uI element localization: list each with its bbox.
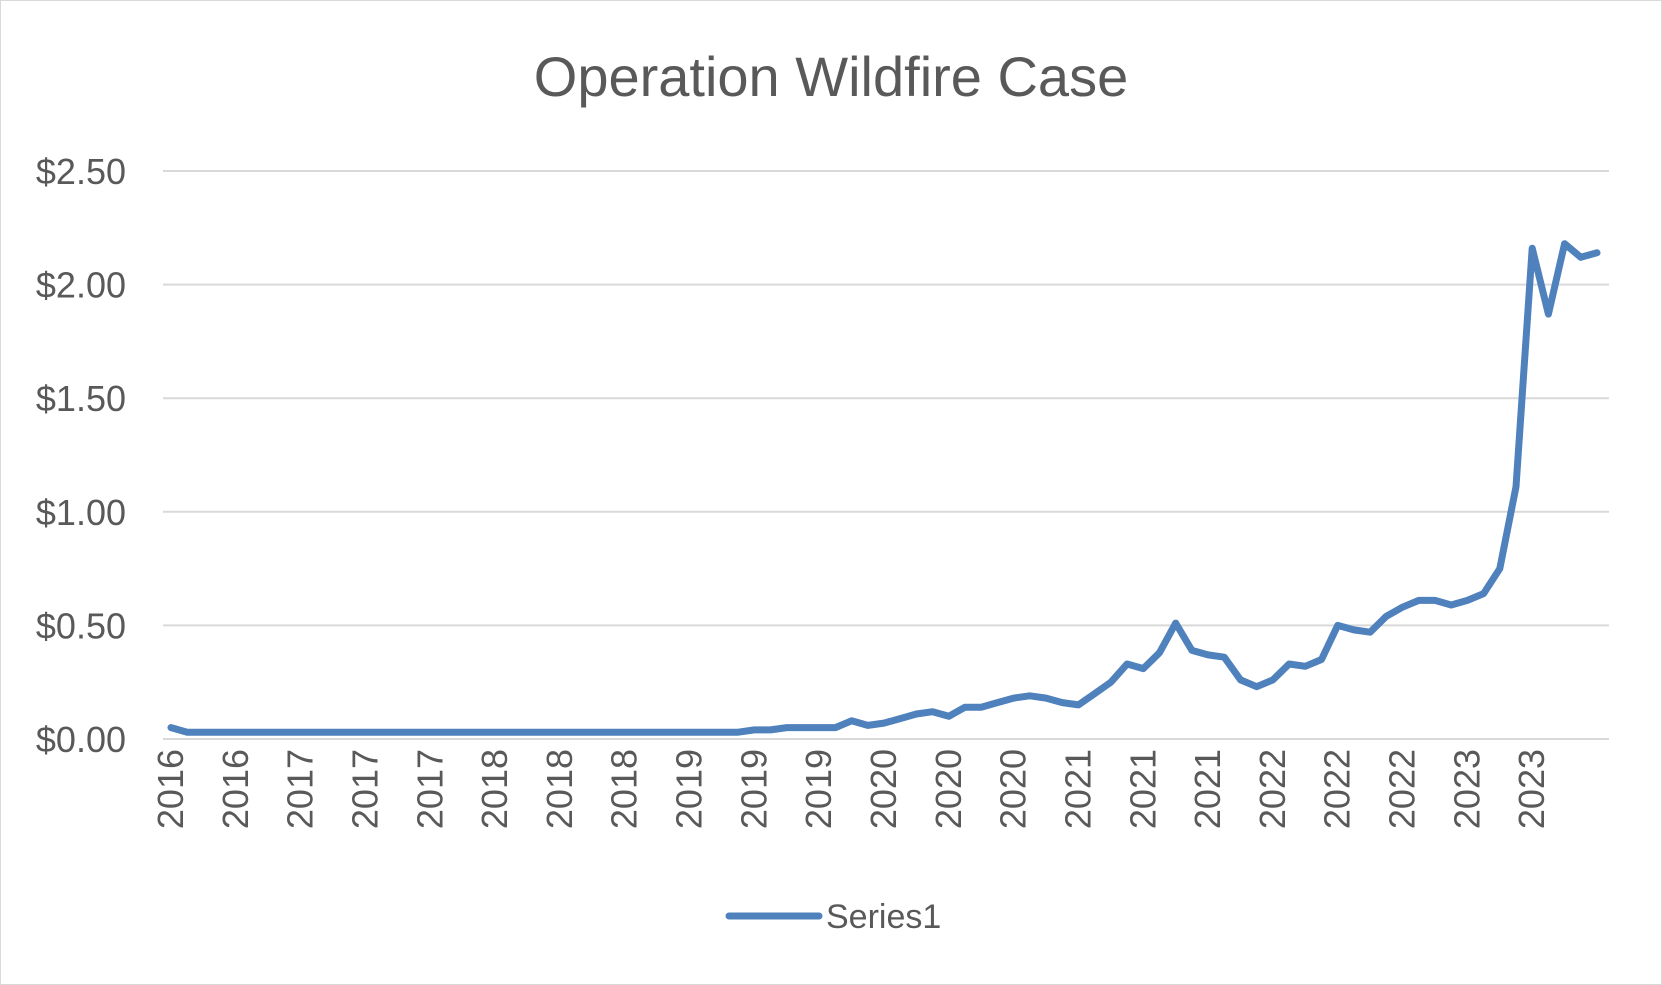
chart-title: Operation Wildfire Case bbox=[534, 45, 1128, 108]
y-tick-label: $0.00 bbox=[36, 719, 126, 760]
series-layer bbox=[167, 240, 1601, 736]
x-tick-label: 2020 bbox=[928, 749, 969, 829]
y-axis-ticks: $0.00 $0.50 $1.00 $1.50 $2.00 $2.50 bbox=[36, 151, 126, 760]
x-tick-label: 2020 bbox=[863, 749, 904, 829]
x-tick-label: 2022 bbox=[1382, 749, 1423, 829]
x-tick-label: 2021 bbox=[1122, 749, 1163, 829]
x-tick-label: 2020 bbox=[993, 749, 1034, 829]
x-tick-label: 2016 bbox=[150, 749, 191, 829]
x-tick-label: 2021 bbox=[1187, 749, 1228, 829]
x-tick-label: 2019 bbox=[798, 749, 839, 829]
x-tick-label: 2016 bbox=[215, 749, 256, 829]
series-line-series1 bbox=[167, 240, 1601, 736]
gridlines bbox=[163, 170, 1609, 740]
x-tick-label: 2017 bbox=[345, 749, 386, 829]
x-tick-label: 2018 bbox=[474, 749, 515, 829]
y-tick-label: $2.00 bbox=[36, 265, 126, 306]
x-tick-label: 2023 bbox=[1446, 749, 1487, 829]
y-tick-label: $1.00 bbox=[36, 492, 126, 533]
x-tick-label: 2019 bbox=[669, 749, 710, 829]
legend: Series1 bbox=[725, 898, 941, 936]
x-axis-ticks: 2016 2016 2017 2017 2017 2018 2018 2018 2019 2019… bbox=[150, 749, 1552, 829]
x-tick-label: 2017 bbox=[409, 749, 450, 829]
y-tick-label: $2.50 bbox=[36, 151, 126, 192]
x-tick-label: 2018 bbox=[539, 749, 580, 829]
x-tick-label: 2018 bbox=[604, 749, 645, 829]
x-tick-label: 2022 bbox=[1317, 749, 1358, 829]
x-tick-label: 2019 bbox=[733, 749, 774, 829]
x-tick-label: 2023 bbox=[1511, 749, 1552, 829]
y-tick-label: $0.50 bbox=[36, 605, 126, 646]
x-tick-label: 2017 bbox=[280, 749, 321, 829]
y-tick-label: $1.50 bbox=[36, 378, 126, 419]
x-tick-label: 2022 bbox=[1252, 749, 1293, 829]
x-tick-label: 2021 bbox=[1058, 749, 1099, 829]
legend-label-series1: Series1 bbox=[826, 898, 941, 936]
